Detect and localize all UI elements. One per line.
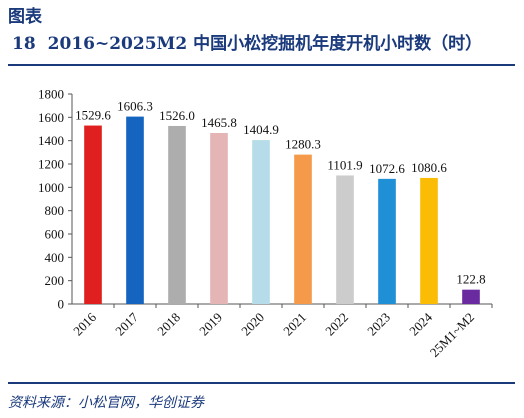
data-label: 1280.3: [285, 137, 321, 152]
source-note: 资料来源：小松官网，华创证券: [8, 395, 204, 411]
x-tick-label: 2021: [280, 310, 309, 339]
data-label: 1080.6: [411, 160, 447, 175]
figure-label: 图表: [8, 7, 42, 27]
x-tick-label: 2023: [364, 310, 393, 339]
x-tick-label: 2020: [238, 310, 267, 339]
x-tick-label: 2017: [112, 309, 141, 338]
data-label: 1404.9: [243, 122, 279, 137]
x-tick-label: 2022: [322, 310, 351, 339]
x-tick-label: 2024: [406, 309, 435, 338]
bar: [210, 132, 228, 304]
y-tick-label: 1600: [38, 110, 64, 125]
data-label: 122.8: [456, 272, 485, 287]
y-tick-label: 1400: [38, 133, 64, 148]
y-tick-label: 1800: [38, 87, 64, 102]
data-label: 1529.6: [75, 108, 111, 123]
bar: [420, 177, 438, 304]
y-tick-label: 400: [45, 250, 65, 265]
y-tick-label: 0: [58, 297, 65, 312]
bar: [462, 289, 480, 304]
data-label: 1072.6: [369, 161, 405, 176]
bar: [294, 154, 312, 304]
bar: [168, 125, 186, 304]
bar: [378, 178, 396, 304]
figure-number: 18: [12, 34, 36, 54]
y-tick-label: 600: [45, 227, 65, 242]
figure-title-text: 2016~2025M2 中国小松挖掘机年度开机小时数（时）: [47, 34, 483, 54]
bar-chart: 0 200 400 600 800 1000 1200 1400 1600 1800 1529.6 2…: [38, 87, 493, 360]
y-tick-label: 200: [45, 273, 65, 288]
x-tick-label: 2018: [154, 310, 183, 339]
bar: [126, 116, 144, 304]
y-tick-label: 800: [45, 203, 65, 218]
x-tick-label: 25M1~M2: [427, 310, 477, 360]
figure-title: 图表 18 2016~2025M2 中国小松挖掘机年度开机小时数（时）: [8, 4, 513, 58]
bar: [84, 125, 102, 304]
x-tick-label: 2016: [70, 309, 99, 338]
y-tick-label: 1200: [38, 157, 64, 172]
data-label: 1606.3: [117, 99, 153, 114]
data-label: 1526.0: [159, 108, 195, 123]
title-divider: [8, 64, 515, 66]
bar: [336, 175, 354, 304]
data-label: 1465.8: [201, 115, 237, 130]
source-divider: [8, 382, 515, 384]
x-tick-label: 2019: [196, 310, 225, 339]
bar: [252, 140, 270, 304]
y-tick-label: 1000: [38, 180, 64, 195]
data-label: 1101.9: [327, 157, 362, 172]
